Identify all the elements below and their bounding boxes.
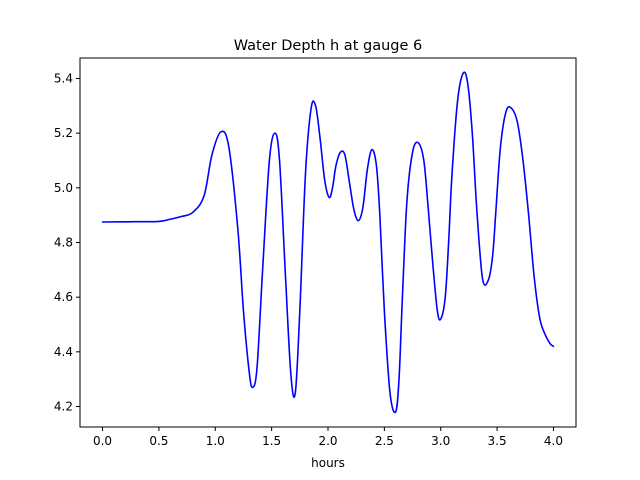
y-tick-label: 4.2 xyxy=(54,400,73,414)
x-tick-label: 3.0 xyxy=(431,434,450,448)
x-tick-label: 2.5 xyxy=(375,434,394,448)
chart-title: Water Depth h at gauge 6 xyxy=(234,38,422,54)
x-axis: 0.0 0.5 1.0 1.5 2.0 2.5 3.0 3.5 4.0 xyxy=(93,427,563,448)
y-tick-label: 4.6 xyxy=(54,290,73,304)
x-axis-label: hours xyxy=(311,456,345,470)
x-tick-label: 2.0 xyxy=(318,434,337,448)
y-axis: 4.2 4.4 4.6 4.8 5.0 5.2 5.4 xyxy=(54,72,80,414)
x-tick-label: 4.0 xyxy=(544,434,563,448)
x-tick-label: 1.0 xyxy=(206,434,225,448)
plot-area xyxy=(80,58,576,427)
y-tick-label: 4.8 xyxy=(54,236,73,250)
y-tick-label: 5.0 xyxy=(54,181,73,195)
plot-background xyxy=(80,58,576,427)
series-line xyxy=(101,71,555,414)
y-tick-label: 5.2 xyxy=(54,126,73,140)
x-tick-label: 1.5 xyxy=(262,434,281,448)
y-tick-label: 5.4 xyxy=(54,72,73,86)
y-tick-label: 4.4 xyxy=(54,345,73,359)
x-tick-label: 0.5 xyxy=(149,434,168,448)
x-tick-label: 0.0 xyxy=(93,434,112,448)
x-tick-label: 3.5 xyxy=(488,434,507,448)
